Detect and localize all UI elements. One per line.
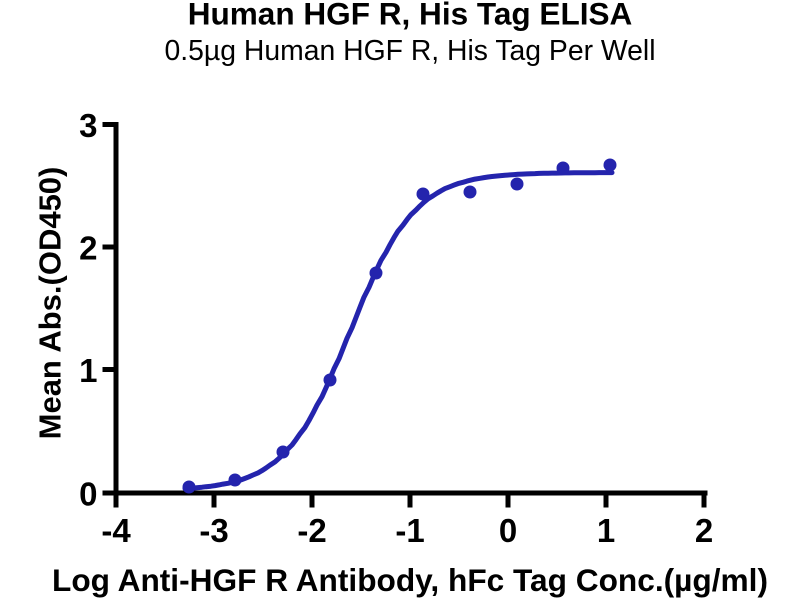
svg-text:3: 3 bbox=[79, 107, 97, 144]
svg-text:Log Anti-HGF R Antibody, hFc T: Log Anti-HGF R Antibody, hFc Tag Conc.(µ… bbox=[52, 562, 768, 598]
svg-text:1: 1 bbox=[597, 512, 615, 549]
svg-text:2: 2 bbox=[695, 512, 713, 549]
svg-text:-2: -2 bbox=[297, 512, 326, 549]
svg-text:0.5µg Human HGF R, His Tag Per: 0.5µg Human HGF R, His Tag Per Well bbox=[165, 35, 656, 67]
svg-text:-1: -1 bbox=[395, 512, 424, 549]
svg-text:-3: -3 bbox=[199, 512, 228, 549]
svg-text:2: 2 bbox=[79, 230, 97, 267]
svg-text:0: 0 bbox=[79, 476, 97, 513]
svg-text:-4: -4 bbox=[101, 512, 131, 549]
svg-text:1: 1 bbox=[79, 352, 97, 389]
svg-text:0: 0 bbox=[499, 512, 517, 549]
svg-text:Human HGF R, His Tag ELISA: Human HGF R, His Tag ELISA bbox=[188, 0, 633, 32]
svg-text:Mean Abs.(OD450): Mean Abs.(OD450) bbox=[33, 167, 68, 440]
